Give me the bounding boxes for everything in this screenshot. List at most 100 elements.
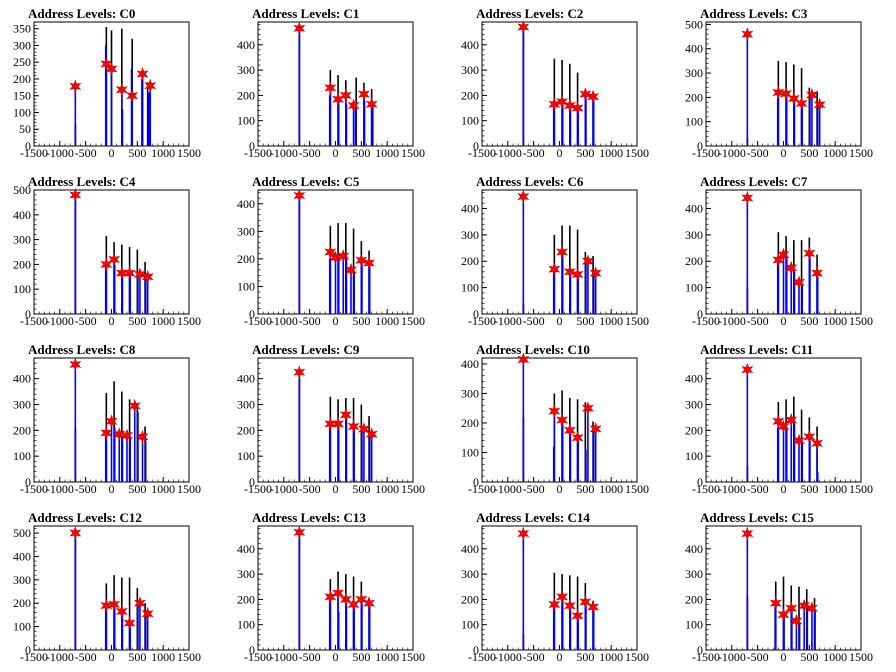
x-tick-label: -1500 — [244, 650, 272, 664]
peak-marker — [100, 426, 113, 440]
peak-marker — [108, 252, 121, 267]
peak-marker — [798, 598, 811, 613]
peak-marker — [780, 86, 793, 101]
chart-title: Address Levels: C3 — [700, 6, 808, 21]
chart-panel: Address Levels: C11 0 100 200 300 400 -1500 -10… — [672, 336, 896, 504]
x-tick-label: 1000 — [599, 314, 623, 328]
chart-panel: Address Levels: C1 0 100 200 300 400 -1500 -100… — [224, 0, 448, 168]
chart-title: Address Levels: C4 — [28, 174, 136, 189]
x-tick-label: -1500 — [468, 650, 496, 664]
x-tick-label: 0 — [781, 482, 787, 496]
y-tick-label: 0 — [25, 307, 31, 321]
x-tick-label: -500 — [75, 314, 97, 328]
y-tick-label: 100 — [13, 620, 31, 634]
peak-marker — [777, 419, 790, 434]
x-tick-label: 0 — [557, 314, 563, 328]
y-tick-label: 300 — [685, 228, 703, 242]
x-tick-label: 1500 — [849, 650, 873, 664]
chart-panel: Address Levels: C2 0 100 200 300 400 -1500 -100… — [448, 0, 672, 168]
peak-marker — [805, 88, 818, 102]
y-tick-label: 200 — [461, 592, 479, 606]
plot-frame — [257, 21, 414, 147]
x-tick-label: 1000 — [599, 482, 623, 496]
x-tick-label: -500 — [299, 146, 321, 160]
peak-marker — [563, 98, 576, 113]
x-tick-label: -1000 — [718, 650, 746, 664]
x-tick-label: -1000 — [494, 146, 522, 160]
peak-marker — [69, 357, 82, 372]
x-tick-label: 500 — [800, 482, 818, 496]
y-tick-label: 100 — [13, 105, 31, 119]
peak-marker — [141, 606, 154, 621]
x-tick-label: 500 — [800, 146, 818, 160]
chart-title: Address Levels: C7 — [700, 174, 808, 189]
x-tick-label: 1000 — [375, 482, 399, 496]
peak-marker — [324, 80, 337, 95]
x-tick-label: -1000 — [494, 482, 522, 496]
y-tick-label: 400 — [237, 38, 255, 52]
peak-marker — [571, 101, 584, 115]
y-tick-label: 400 — [13, 208, 31, 222]
x-tick-label: 0 — [109, 482, 115, 496]
y-tick-label: 500 — [13, 183, 31, 197]
chart-title: Address Levels: C5 — [252, 174, 360, 189]
x-tick-label: 0 — [781, 650, 787, 664]
x-tick-label: 1000 — [151, 482, 175, 496]
y-tick-label: 100 — [13, 449, 31, 463]
x-tick-label: 500 — [576, 146, 594, 160]
peak-marker — [133, 596, 146, 611]
plot-frame — [481, 525, 638, 651]
y-tick-label: 200 — [237, 423, 255, 437]
peak-marker — [741, 27, 754, 42]
plot-frame — [257, 357, 414, 483]
y-tick-label: 100 — [685, 449, 703, 463]
chart-panel: Address Levels: C7 0 100 200 300 400 -1500 -100… — [672, 168, 896, 336]
x-tick-label: 1500 — [177, 314, 201, 328]
peak-marker — [69, 188, 82, 202]
peak-marker — [813, 97, 826, 112]
x-tick-label: -500 — [299, 650, 321, 664]
chart-panel: Address Levels: C12 0 100 200 300 400 500 -1500… — [0, 504, 224, 672]
y-tick-label: 100 — [237, 279, 255, 293]
peak-marker — [339, 407, 352, 422]
peak-marker — [345, 262, 357, 277]
chart-plot: 0 100 200 300 400 -1500-1000 -500 0 500 1000 1500 — [237, 188, 425, 328]
y-tick-label: 300 — [685, 398, 703, 412]
y-tick-label: 300 — [237, 398, 255, 412]
y-tick-label: 400 — [237, 542, 255, 556]
peak-marker — [293, 188, 306, 203]
peak-marker — [793, 275, 805, 290]
x-tick-label: -500 — [299, 314, 321, 328]
peak-marker — [777, 607, 790, 622]
chart-title: Address Levels: C13 — [252, 510, 366, 525]
y-tick-label: 100 — [13, 282, 31, 296]
y-tick-label: 300 — [13, 233, 31, 247]
x-tick-label: -1500 — [468, 146, 496, 160]
y-tick-label: 300 — [461, 386, 479, 400]
chart-plot: 0 100 200 300 400 -1500-1000 -500 0 500 1000 1500 — [461, 352, 649, 496]
chart-plot: 0 50 100 150 200 250 300 350 -1500-1000 -500 0 500 1… — [13, 21, 201, 160]
peak-marker — [579, 595, 592, 609]
y-tick-label: 200 — [13, 423, 31, 437]
peak-marker — [793, 433, 805, 448]
peak-marker — [548, 597, 561, 612]
peak-marker — [105, 414, 118, 429]
chart-panel: Address Levels: C6 0 100 200 300 400 -1500 -100… — [448, 168, 672, 336]
peak-marker — [332, 416, 345, 431]
peak-marker — [589, 266, 602, 281]
x-tick-label: -500 — [523, 314, 545, 328]
peak-marker — [790, 613, 803, 628]
peak-marker — [772, 414, 785, 429]
y-tick-label: 300 — [461, 63, 479, 77]
x-tick-label: -1000 — [46, 650, 74, 664]
y-tick-label: 0 — [249, 475, 255, 489]
y-tick-label: 400 — [685, 42, 703, 56]
chart-title: Address Levels: C6 — [476, 174, 584, 189]
y-tick-label: 200 — [237, 88, 255, 102]
peak-marker — [123, 616, 136, 631]
chart-plot: 0 100 200 300 400 500 -1500-1000 -500 0 500 1000 15… — [13, 183, 201, 328]
x-tick-label: 1500 — [401, 146, 425, 160]
peak-marker — [581, 401, 594, 416]
x-tick-label: -1000 — [718, 482, 746, 496]
y-tick-label: 200 — [13, 257, 31, 271]
